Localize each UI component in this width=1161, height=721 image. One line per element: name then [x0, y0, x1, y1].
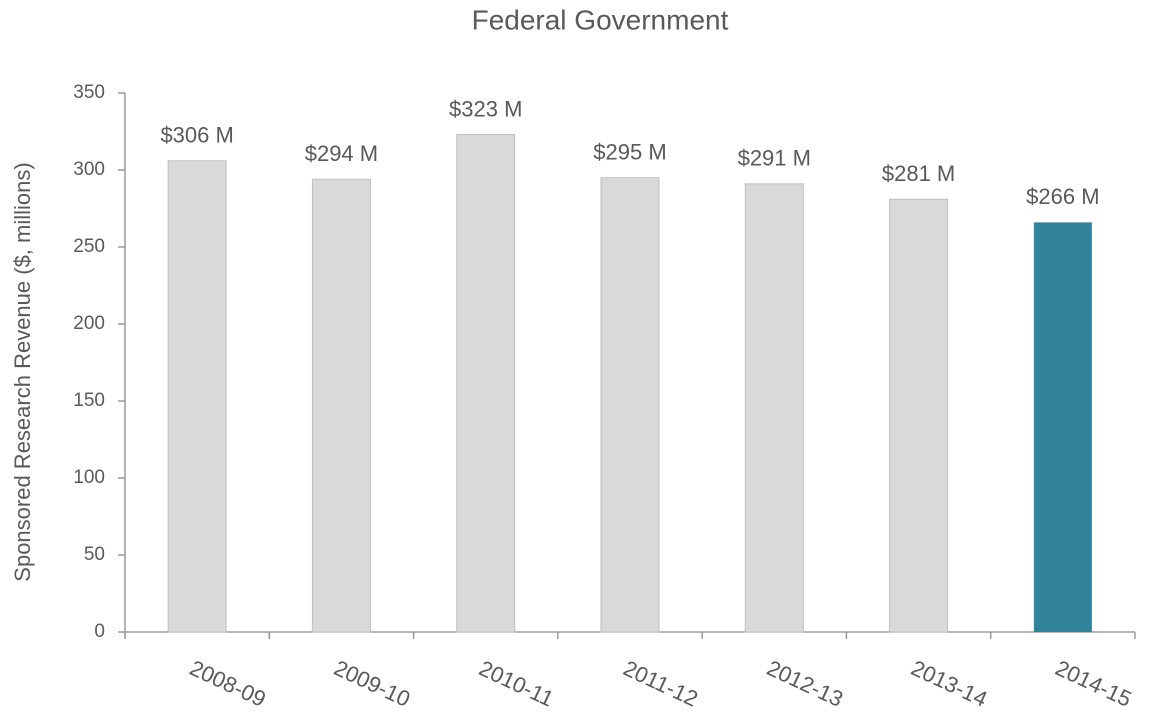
y-tick-label: 300	[73, 159, 105, 180]
x-tick-label: 2011-12	[620, 655, 702, 711]
y-tick-label: 200	[73, 313, 105, 334]
value-label: $294 M	[305, 141, 378, 166]
x-tick-label: 2010-11	[475, 655, 557, 711]
bar	[600, 177, 660, 633]
y-tick-label: 350	[73, 82, 105, 103]
value-label: $306 M	[160, 123, 233, 148]
y-axis-title: Sponsored Research Revenue ($, millions)	[10, 162, 35, 581]
bar	[167, 160, 227, 633]
y-tick-label: 250	[73, 236, 105, 257]
y-tick-label: 0	[94, 621, 105, 642]
bar	[744, 183, 804, 633]
y-tick-label: 50	[84, 544, 105, 565]
value-label: $281 M	[882, 161, 955, 186]
bar	[889, 198, 949, 633]
bar	[311, 178, 371, 633]
value-label: $266 M	[1026, 184, 1099, 209]
value-label: $323 M	[449, 96, 522, 121]
bar	[456, 134, 516, 633]
x-tick-label: 2013-14	[907, 655, 991, 712]
chart-title: Federal Government	[472, 4, 729, 35]
value-label: $295 M	[593, 140, 666, 165]
x-tick-label: 2008-09	[186, 655, 270, 712]
value-label: $291 M	[738, 146, 811, 171]
y-tick-label: 100	[73, 467, 105, 488]
y-tick-label: 150	[73, 390, 105, 411]
bar	[1033, 222, 1092, 633]
x-tick-label: 2012-13	[763, 655, 847, 712]
x-tick-label: 2014-15	[1052, 655, 1136, 712]
x-tick-label: 2009-10	[330, 655, 414, 712]
